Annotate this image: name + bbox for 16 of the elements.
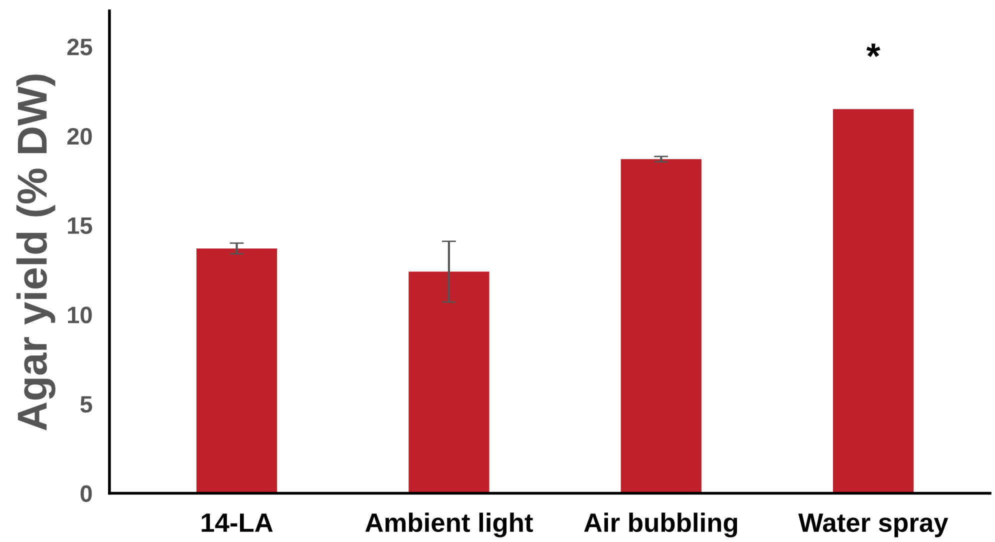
- x-tick-label: Water spray: [798, 514, 948, 538]
- bar: [408, 272, 490, 494]
- annotation: *: [866, 44, 880, 58]
- y-tick-label: 25: [67, 38, 92, 56]
- x-tick-label: Air bubbling: [584, 512, 738, 538]
- y-tick-label: 10: [68, 306, 92, 324]
- y-tick-label: 15: [68, 218, 92, 234]
- y-tick-label: 0: [80, 485, 92, 502]
- y-tick-label: 5: [80, 396, 92, 413]
- x-tick-label: Ambient light: [365, 512, 533, 538]
- bar: [833, 109, 914, 494]
- bar: [196, 248, 278, 494]
- x-tick-label: 14-LA: [202, 514, 273, 532]
- y-axis-title: Agar yield (% DW): [16, 74, 56, 430]
- bar: [620, 159, 702, 494]
- y-tick-label: 20: [67, 128, 92, 145]
